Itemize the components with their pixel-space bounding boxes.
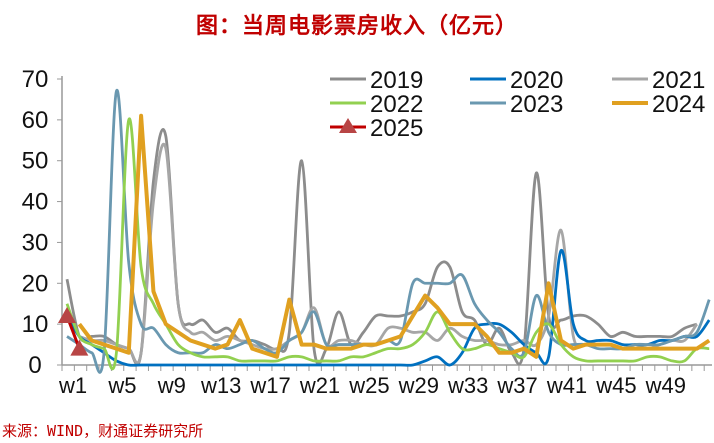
x-tick-label: w13 [200, 373, 241, 398]
triangle-marker-icon [70, 339, 89, 356]
y-tick-label: 50 [22, 148, 49, 175]
series-line-2022 [65, 117, 710, 371]
legend-label-2023: 2023 [510, 91, 563, 118]
series-line-2024 [77, 113, 711, 359]
triangle-marker-icon [339, 118, 357, 133]
x-tick-label: w1 [58, 373, 87, 398]
y-tick-label: 10 [22, 311, 49, 338]
y-tick-label: 0 [28, 352, 41, 379]
y-tick-label: 40 [22, 189, 49, 216]
x-tick-label: w21 [299, 373, 340, 398]
x-tick-label: w29 [398, 373, 439, 398]
y-tick-label: 20 [22, 270, 49, 297]
legend-label-2024: 2024 [652, 91, 705, 118]
x-tick-label: w37 [496, 373, 537, 398]
legend-label-2021: 2021 [652, 67, 705, 94]
x-tick-label: w17 [249, 373, 290, 398]
x-tick-label: w41 [546, 373, 587, 398]
source-note: 来源：WIND，财通证券研究所 [2, 422, 204, 440]
series-line-2020 [65, 249, 711, 367]
x-tick-label: w25 [348, 373, 389, 398]
chart-title: 图：当周电影票房收入（亿元） [195, 13, 518, 39]
y-tick-label: 60 [22, 107, 49, 134]
legend-label-2019: 2019 [370, 67, 423, 94]
series-line-2019 [65, 128, 698, 366]
triangle-marker-icon [58, 306, 76, 323]
y-tick-label: 70 [22, 66, 49, 93]
x-tick-label: w45 [595, 373, 636, 398]
x-tick-label: w5 [107, 373, 136, 398]
x-tick-label: w9 [157, 373, 186, 398]
x-tick-label: w33 [447, 373, 488, 398]
legend-label-2022: 2022 [370, 91, 423, 118]
legend-label-2025: 2025 [370, 115, 423, 142]
x-tick-label: w49 [645, 373, 686, 398]
legend-label-2020: 2020 [510, 67, 563, 94]
y-tick-label: 30 [22, 229, 49, 256]
